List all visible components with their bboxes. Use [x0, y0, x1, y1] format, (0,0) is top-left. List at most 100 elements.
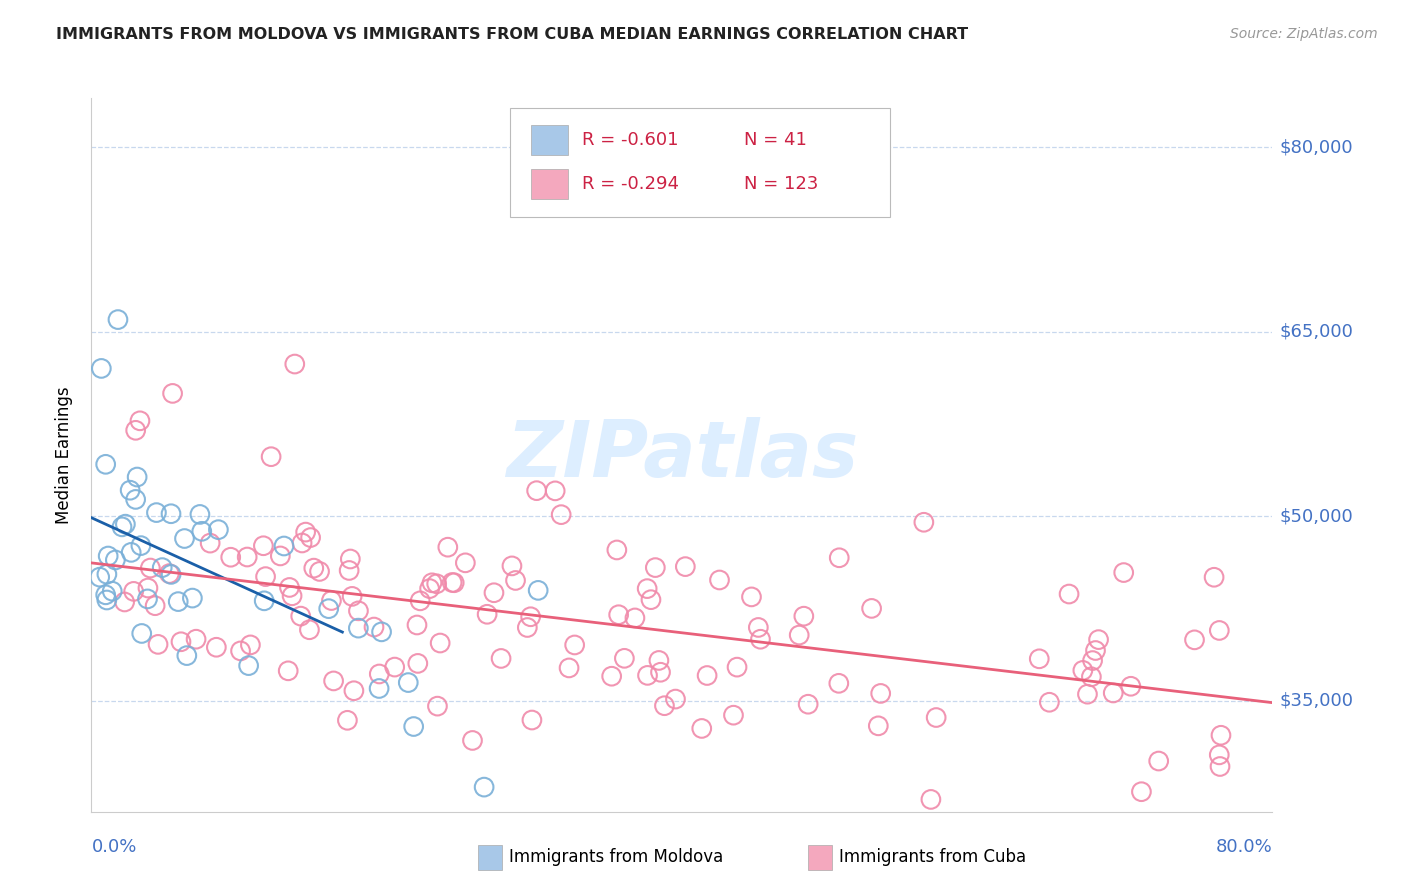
Point [284, 357, 307, 371]
Point [696, 668, 718, 682]
Point [419, 582, 441, 596]
Point [1057, 587, 1080, 601]
Point [238, 658, 260, 673]
Point [860, 601, 883, 615]
Point [650, 665, 672, 680]
Text: Immigrants from Cuba: Immigrants from Cuba [839, 848, 1026, 866]
Point [278, 581, 301, 595]
Point [501, 558, 523, 573]
Text: N = 123: N = 123 [744, 176, 818, 194]
Point [1184, 632, 1206, 647]
Point [114, 517, 136, 532]
Point [429, 636, 451, 650]
Point [527, 583, 550, 598]
Point [925, 710, 948, 724]
Point [368, 667, 391, 681]
Point [269, 549, 291, 563]
Point [472, 780, 495, 794]
Point [461, 733, 484, 747]
Point [122, 584, 145, 599]
Point [1081, 654, 1104, 668]
Point [298, 623, 321, 637]
Point [443, 575, 465, 590]
Point [236, 549, 259, 564]
Point [426, 699, 449, 714]
Point [173, 532, 195, 546]
Point [640, 592, 662, 607]
Point [291, 536, 314, 550]
Point [146, 637, 169, 651]
Point [550, 508, 572, 522]
Point [1112, 566, 1135, 580]
Point [299, 531, 322, 545]
Point [747, 620, 769, 634]
Point [347, 604, 370, 618]
Point [90, 361, 112, 376]
Point [1119, 679, 1142, 693]
Point [336, 714, 359, 728]
Text: 80.0%: 80.0% [1216, 838, 1272, 856]
Point [1076, 687, 1098, 701]
Point [136, 581, 159, 595]
Point [673, 559, 696, 574]
Text: $35,000: $35,000 [1279, 692, 1354, 710]
Point [709, 573, 731, 587]
Point [402, 719, 425, 733]
Point [564, 638, 586, 652]
Point [343, 683, 366, 698]
Text: N = 41: N = 41 [744, 131, 807, 149]
Point [1204, 570, 1226, 584]
Point [337, 564, 360, 578]
Point [1087, 632, 1109, 647]
Y-axis label: Median Earnings: Median Earnings [55, 386, 73, 524]
Point [308, 565, 330, 579]
Point [606, 543, 628, 558]
Point [145, 506, 167, 520]
Point [406, 618, 429, 632]
Point [723, 708, 745, 723]
Point [370, 624, 392, 639]
Point [797, 697, 820, 711]
Point [120, 483, 142, 498]
Point [1130, 785, 1153, 799]
Point [396, 675, 419, 690]
Point [441, 575, 464, 590]
Point [294, 525, 316, 540]
Point [302, 561, 325, 575]
Point [482, 586, 505, 600]
Point [129, 414, 152, 428]
Point [516, 620, 538, 634]
Point [170, 634, 193, 648]
Point [1208, 747, 1230, 762]
Point [654, 698, 676, 713]
Point [828, 676, 851, 690]
Point [868, 719, 890, 733]
Point [1038, 695, 1060, 709]
Point [607, 607, 630, 622]
Point [89, 570, 111, 584]
Point [1102, 686, 1125, 700]
Point [107, 312, 129, 326]
Point [94, 458, 117, 472]
Point [150, 560, 173, 574]
Point [409, 594, 432, 608]
Point [124, 492, 146, 507]
Point [129, 539, 152, 553]
Point [426, 576, 449, 591]
Point [96, 593, 118, 607]
Point [136, 591, 159, 606]
Point [124, 423, 148, 437]
Point [787, 628, 810, 642]
Text: 0.0%: 0.0% [91, 838, 136, 856]
Point [176, 648, 198, 663]
Point [253, 594, 276, 608]
Point [205, 640, 228, 655]
Point [101, 584, 124, 599]
Point [157, 566, 180, 581]
Point [131, 626, 153, 640]
Point [229, 644, 252, 658]
Text: Immigrants from Moldova: Immigrants from Moldova [509, 848, 723, 866]
Point [281, 589, 304, 603]
Text: $80,000: $80,000 [1279, 138, 1353, 156]
Point [519, 609, 541, 624]
